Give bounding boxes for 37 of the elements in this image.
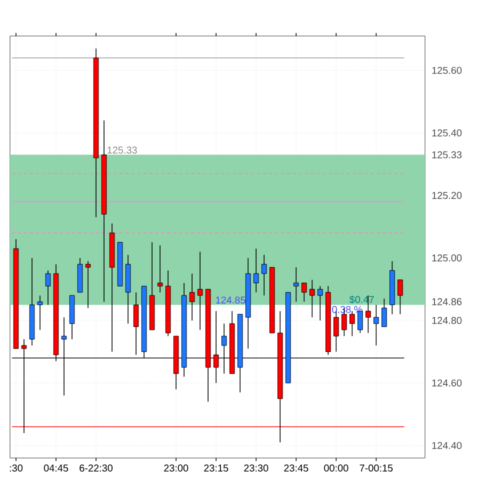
annotation: 124.85 [216, 296, 246, 304]
candlestick [189, 273, 195, 321]
y-tick-label: 125.60 [432, 66, 462, 74]
candlestick [350, 310, 355, 336]
x-tick-label: :30 [10, 464, 23, 472]
x-tick-label: 23:00 [164, 464, 188, 472]
candlestick [85, 260, 91, 308]
x-tick-label: 23:15 [204, 464, 228, 472]
y-tick-label: 124.80 [432, 316, 462, 324]
candlestick [261, 254, 267, 296]
candlestick [382, 298, 387, 328]
x-tick-label: 23:45 [284, 464, 308, 472]
candlestick [37, 295, 43, 330]
y-tick-label: 124.86 [432, 298, 462, 306]
x-tick-label: 00:00 [324, 464, 348, 472]
x-tick-label: 23:30 [244, 464, 268, 472]
candlestick [301, 282, 307, 302]
candlestick [374, 304, 379, 346]
candlestick [253, 248, 259, 293]
x-tick-label: 04:45 [44, 464, 68, 472]
y-tick-label: 125.33 [432, 151, 462, 158]
candlestick [157, 245, 163, 293]
candlestick [318, 286, 323, 321]
candlestick [45, 270, 51, 306]
y-tick-label: 124.60 [432, 379, 462, 386]
candlestick [293, 266, 299, 302]
candlestick [310, 279, 315, 318]
candlestick [133, 292, 139, 356]
y-tick-label: 125.40 [432, 129, 462, 136]
y-tick-label: 124.40 [432, 442, 462, 450]
y-tick-label: 125.20 [432, 192, 462, 199]
candlestick [398, 279, 403, 315]
annotation: 125.33 [108, 146, 137, 154]
candlestick [197, 251, 203, 330]
x-tick-label: 7-00:15 [360, 464, 393, 472]
y-tick-label: 125.00 [432, 254, 462, 262]
x-tick-label: 6-22:30 [80, 464, 113, 472]
